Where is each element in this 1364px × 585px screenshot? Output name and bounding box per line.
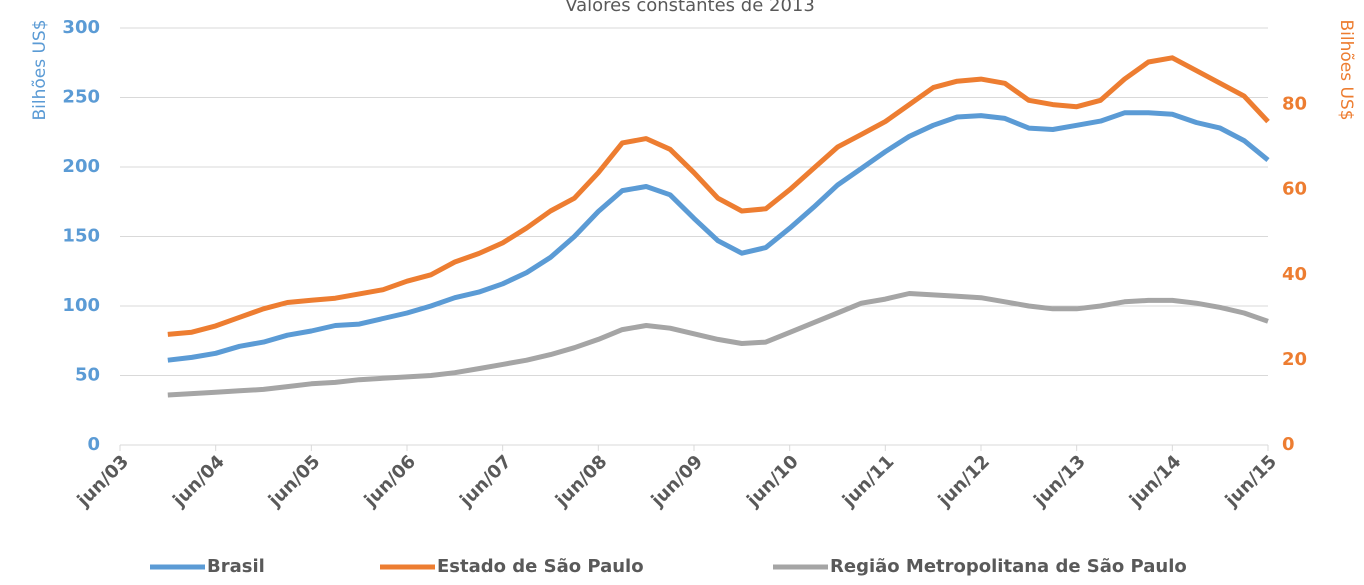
y-tick-label: 150 — [62, 226, 100, 247]
x-tick-label: jun/14 — [1125, 451, 1185, 511]
y-tick-label: 100 — [62, 295, 100, 316]
y2-axis-title: Bilhões US$ — [1336, 19, 1356, 120]
legend-label: Região Metropolitana de São Paulo — [830, 556, 1187, 577]
x-tick-label: jun/13 — [1029, 451, 1089, 511]
y-tick-label: 50 — [75, 365, 100, 386]
series-line — [167, 110, 1270, 363]
x-tick-label: jun/08 — [551, 451, 611, 511]
y2-tick-label: 40 — [1282, 264, 1307, 285]
legend-label: Brasil — [207, 556, 265, 577]
y2-tick-label: 60 — [1282, 179, 1307, 200]
y-axis-title: Bilhões US$ — [30, 19, 50, 120]
y2-tick-label: 20 — [1282, 349, 1307, 370]
x-tick-label: jun/09 — [647, 451, 707, 511]
y2-tick-label: 0 — [1282, 434, 1295, 455]
y-tick-label: 0 — [87, 434, 100, 455]
x-tick-label: jun/05 — [264, 451, 324, 511]
y2-tick-label: 80 — [1282, 94, 1307, 115]
chart-title: Valores constantes de 2013 — [565, 0, 815, 16]
x-tick-label: jun/07 — [455, 451, 515, 511]
y-tick-label: 300 — [62, 17, 100, 38]
x-tick-label: jun/06 — [360, 451, 420, 511]
x-tick-label: jun/04 — [168, 451, 228, 511]
x-tick-label: jun/12 — [934, 451, 994, 511]
series-line — [167, 55, 1270, 337]
y-tick-label: 250 — [62, 87, 100, 108]
x-tick-label: jun/11 — [838, 451, 898, 511]
x-tick-label: jun/15 — [1221, 451, 1281, 511]
series-line — [167, 291, 1269, 398]
legend-label: Estado de São Paulo — [437, 556, 644, 577]
x-tick-label: jun/10 — [742, 451, 802, 511]
y-tick-label: 200 — [62, 156, 100, 177]
x-tick-label: jun/03 — [73, 451, 133, 511]
